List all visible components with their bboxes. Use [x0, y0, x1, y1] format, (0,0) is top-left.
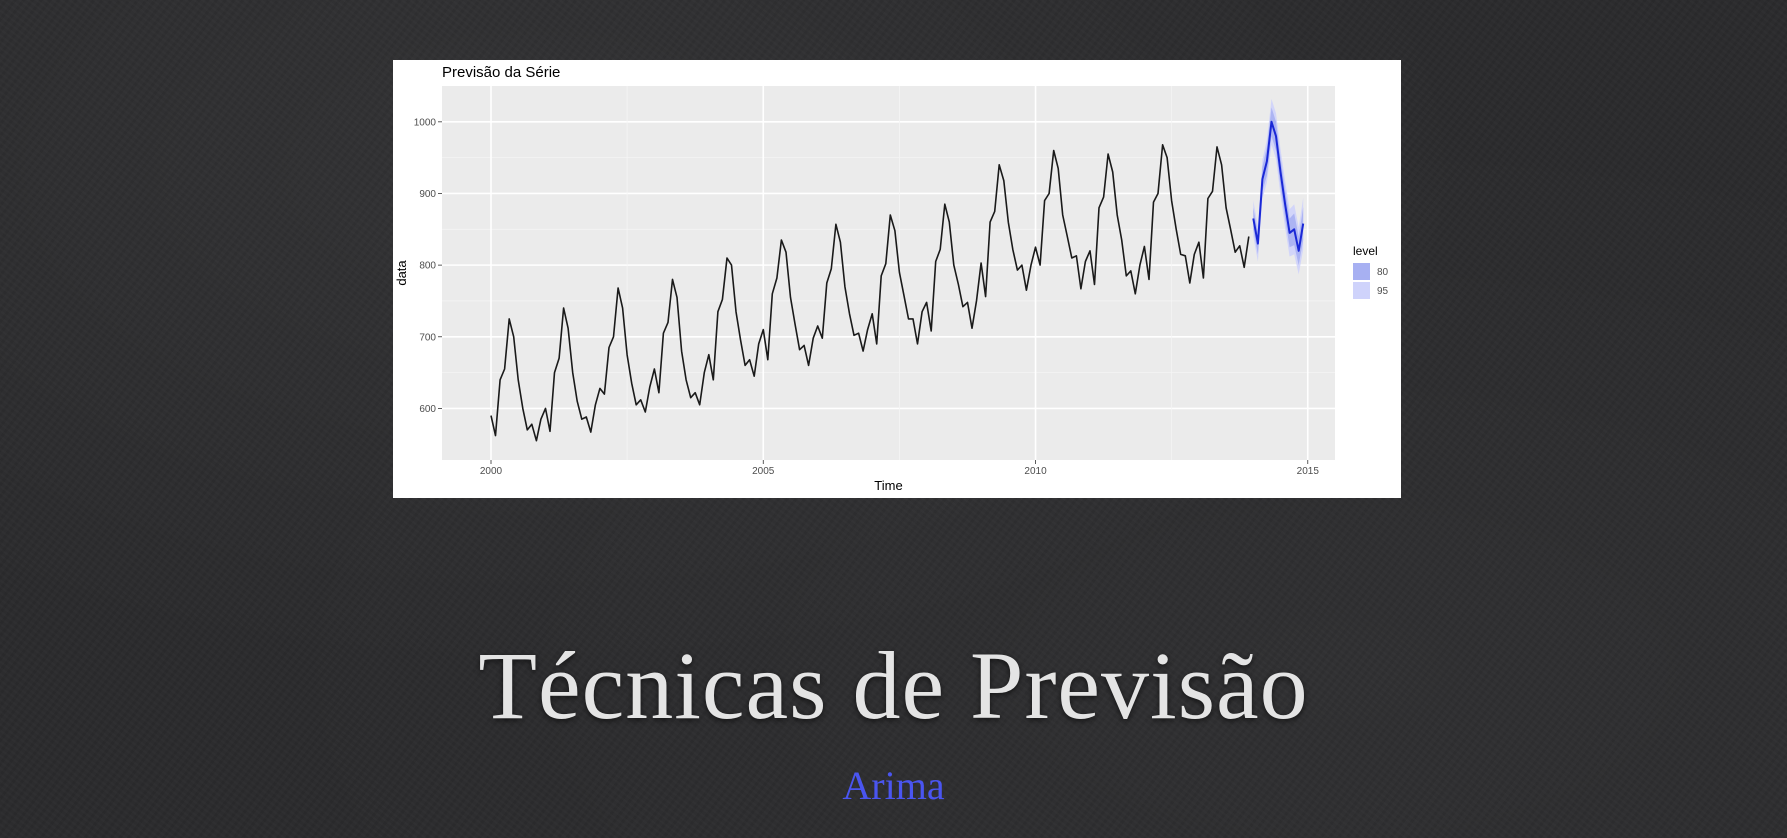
x-tick-label: 2000 — [480, 466, 503, 477]
legend-title: level — [1353, 244, 1378, 258]
slide-subtitle: Arima — [0, 766, 1787, 806]
legend-label-80: 80 — [1377, 267, 1389, 278]
y-tick-label: 600 — [419, 404, 436, 415]
legend-label-95: 95 — [1377, 286, 1389, 297]
y-axis-title: data — [394, 260, 409, 286]
x-tick-label: 2010 — [1024, 466, 1047, 477]
y-tick-label: 900 — [419, 189, 436, 200]
x-tick-label: 2015 — [1297, 466, 1320, 477]
chart-title: Previsão da Série — [442, 64, 560, 81]
legend-key-80 — [1353, 263, 1370, 280]
y-tick-label: 700 — [419, 332, 436, 343]
forecast-chart: Previsão da Série 2000 2005 2010 2015 600 70… — [393, 60, 1401, 498]
y-tick-label: 800 — [419, 261, 436, 272]
x-tick-label: 2005 — [752, 466, 775, 477]
legend-key-95 — [1353, 282, 1370, 299]
x-axis-title: Time — [874, 478, 902, 493]
x-axis-ticks: 2000 2005 2010 2015 — [480, 460, 1319, 477]
y-tick-label: 1000 — [414, 117, 437, 128]
legend: level 80 95 — [1353, 244, 1389, 299]
y-axis-ticks: 600 700 800 900 1000 — [414, 117, 442, 415]
slide-title: Técnicas de Previsão — [0, 638, 1787, 734]
plot-panel — [442, 86, 1335, 460]
chart-svg: Previsão da Série 2000 2005 2010 2015 600 70… — [393, 60, 1401, 498]
